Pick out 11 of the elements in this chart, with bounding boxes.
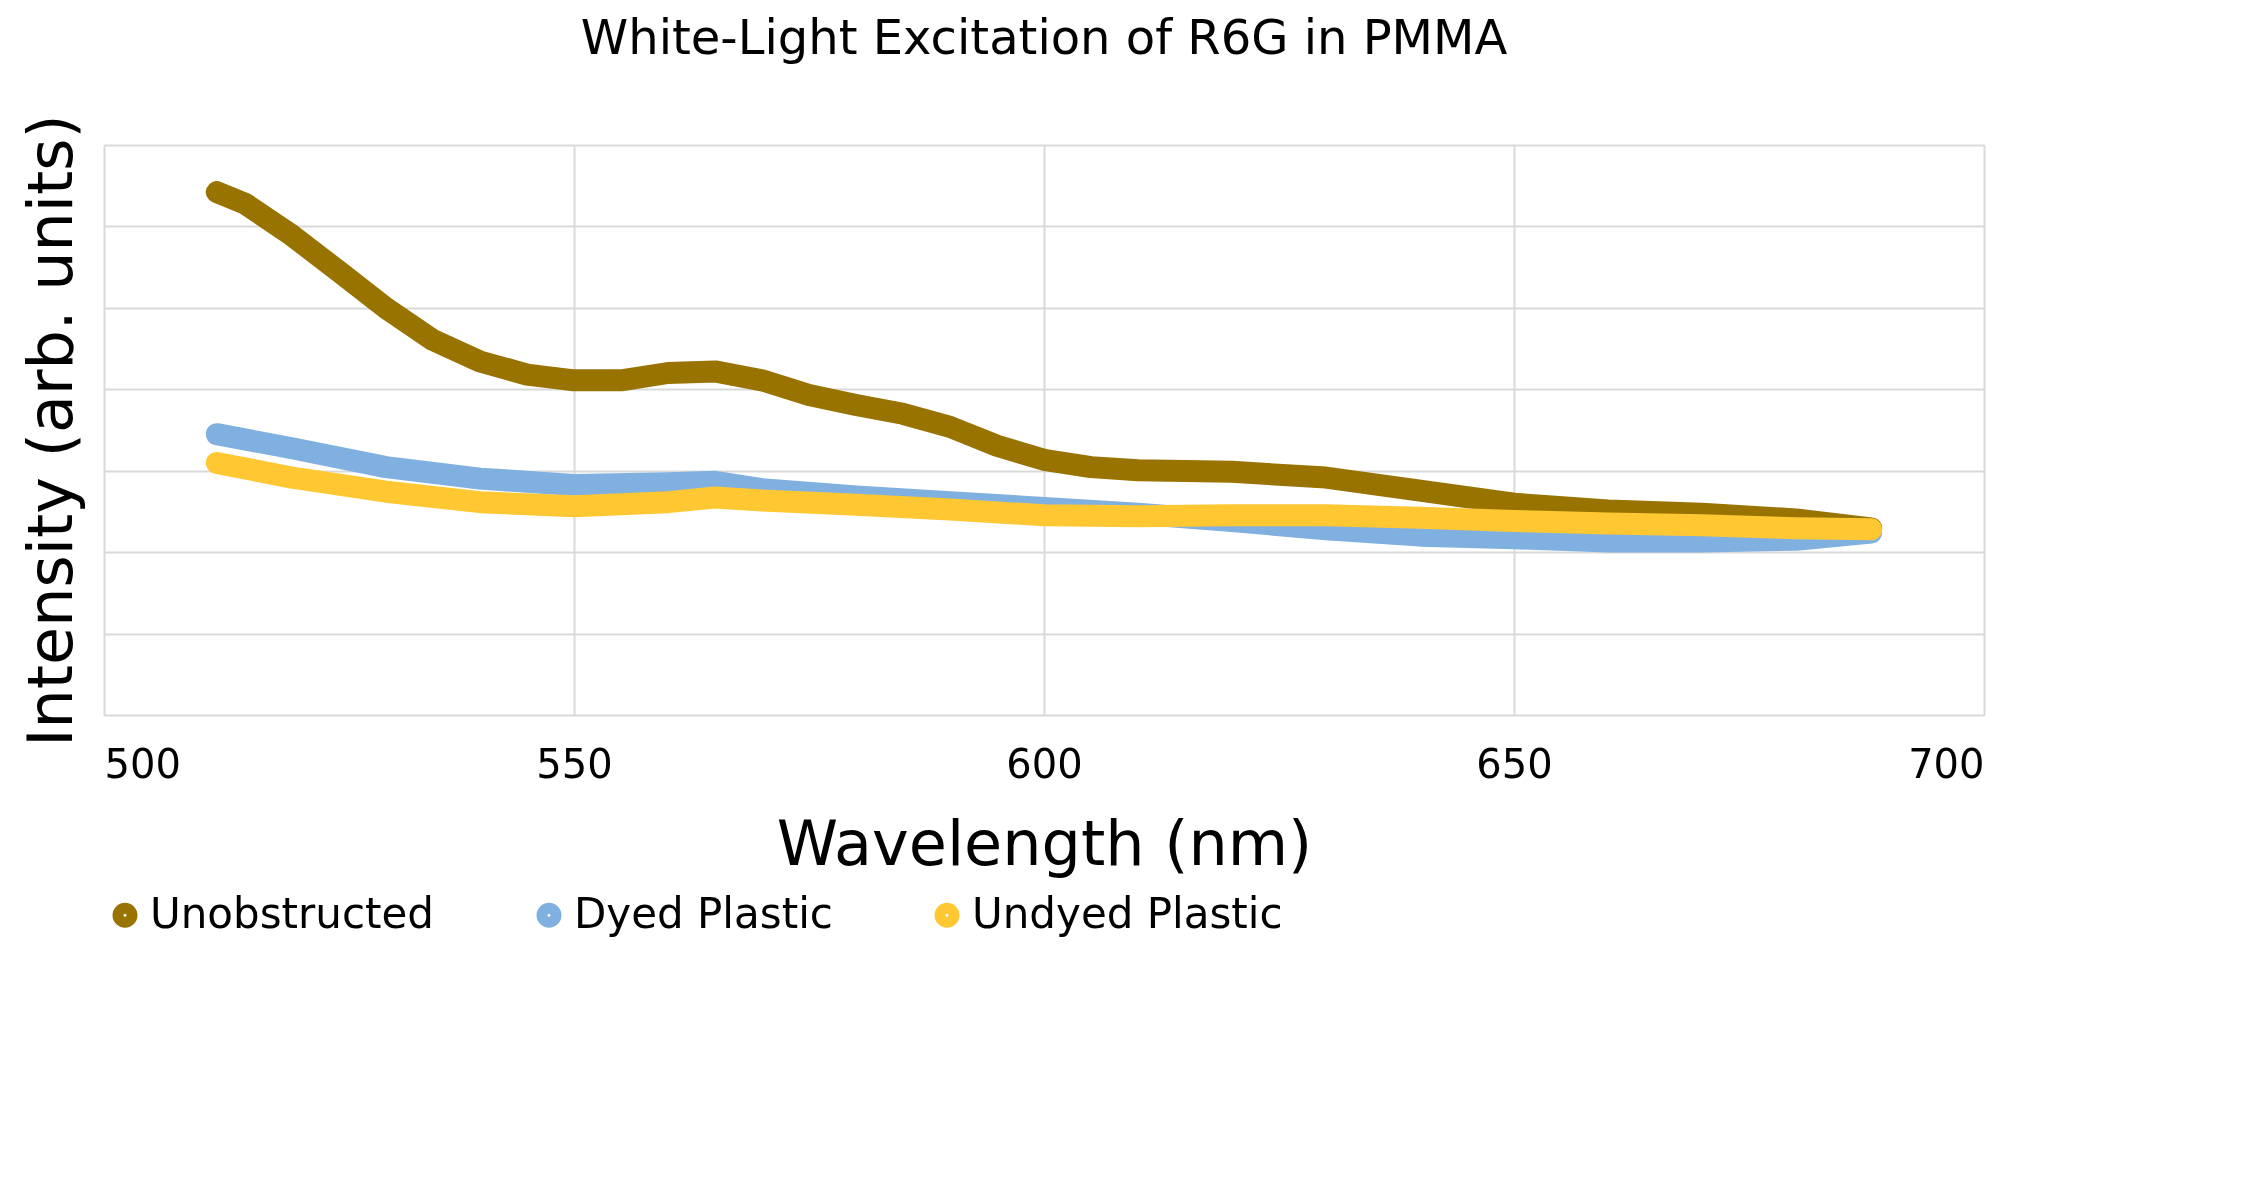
legend-label: Unobstructed — [150, 889, 435, 939]
x-tick-label: 700 — [1908, 740, 1985, 787]
x-axis-title: Wavelength (nm) — [776, 806, 1313, 880]
chart-title: White-Light Excitation of R6G in PMMA — [580, 8, 1508, 65]
x-tick-label: 600 — [1006, 740, 1083, 787]
legend-label: Undyed Plastic — [972, 889, 1283, 939]
y-axis-title: Intensity (arb. units) — [13, 114, 87, 747]
x-tick-label: 550 — [536, 740, 613, 787]
x-tick-label: 500 — [104, 740, 181, 787]
x-tick-label: 650 — [1476, 740, 1553, 787]
legend-label: Dyed Plastic — [574, 889, 833, 939]
